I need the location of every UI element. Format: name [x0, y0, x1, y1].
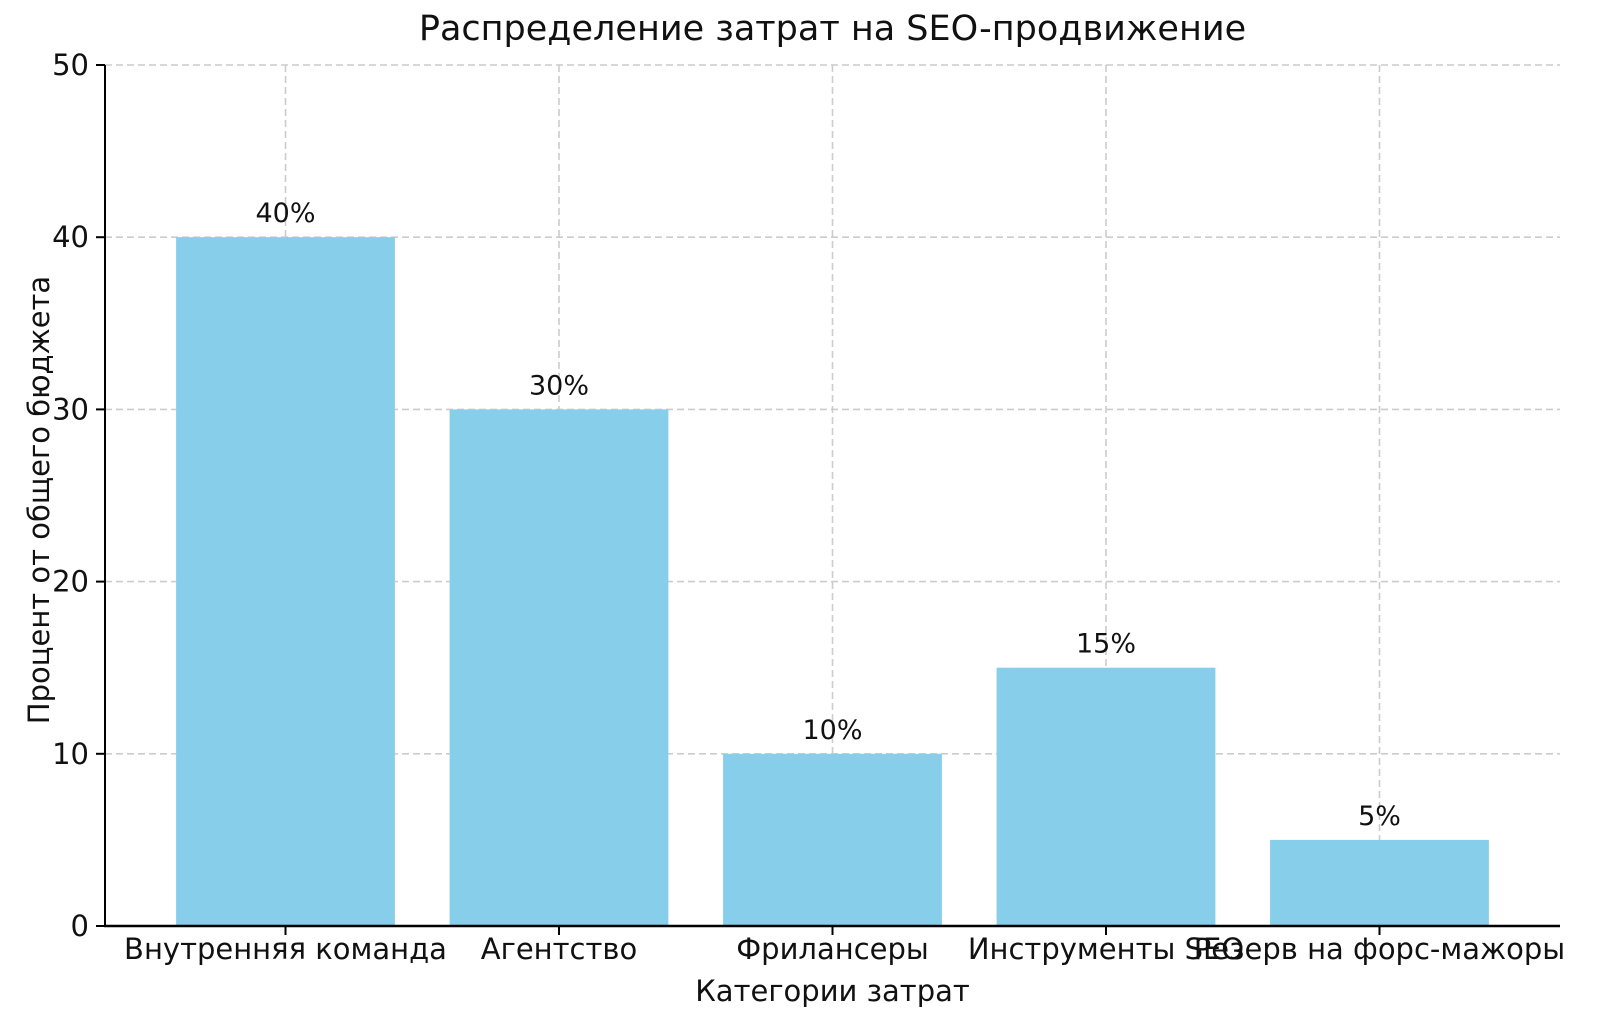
bar-value-label: 10% [802, 715, 862, 746]
bar [176, 237, 395, 926]
bar-value-label: 15% [1076, 629, 1136, 660]
x-tick-label: Фрилансеры [736, 932, 929, 966]
chart-title: Распределение затрат на SEO-продвижение [418, 9, 1247, 49]
bar-value-label: 40% [255, 198, 315, 229]
bar [449, 409, 669, 926]
bar [996, 667, 1216, 926]
x-tick-label: Резерв на форс-мажоры [1194, 932, 1565, 966]
bar-value-label: 5% [1358, 801, 1401, 832]
x-tick-label: Внутренняя команда [124, 932, 447, 966]
y-tick-label: 10 [52, 737, 89, 771]
bar [723, 753, 942, 926]
x-tick-label: Инструменты SEO [968, 932, 1244, 966]
bar-value-label: 30% [529, 370, 589, 401]
y-tick-label: 50 [52, 48, 89, 82]
x-tick-label: Агентство [481, 932, 637, 966]
y-tick-label: 20 [52, 565, 89, 599]
y-tick-label: 0 [71, 909, 89, 943]
y-tick-label: 40 [52, 220, 89, 254]
bar [1270, 839, 1489, 926]
y-tick-label: 30 [52, 392, 89, 426]
x-axis-label: Категории затрат [695, 974, 970, 1008]
